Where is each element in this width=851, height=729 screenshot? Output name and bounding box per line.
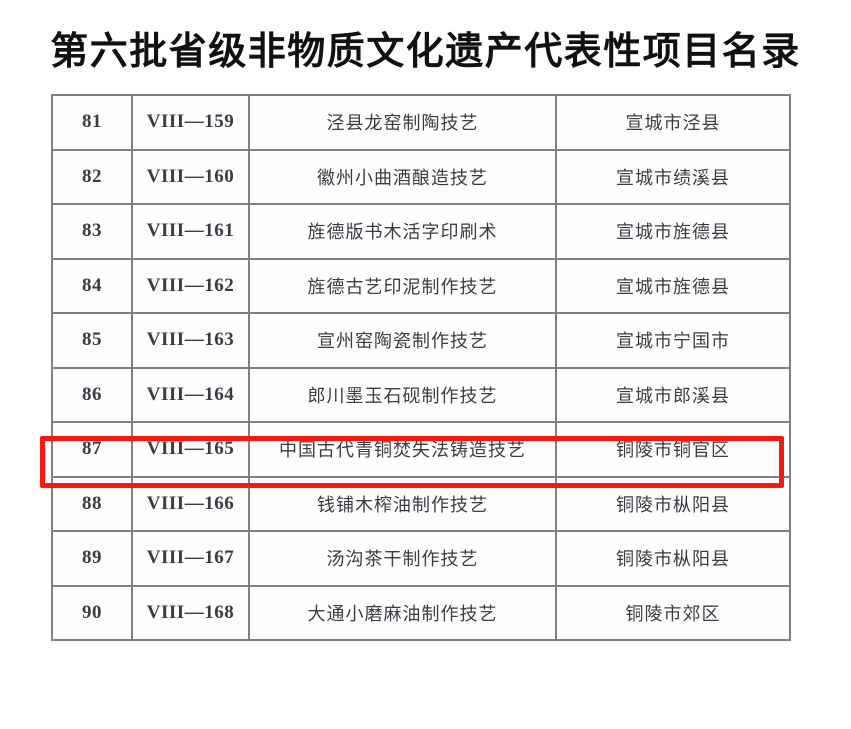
cell-index: 87 <box>51 421 133 478</box>
cell-code: VIII—168 <box>131 584 250 641</box>
heritage-listing-table: 81 VIII—159 泾县龙窑制陶技艺 宣城市泾县 82 VIII—160 徽州小曲酒酿造… <box>51 94 791 641</box>
cell-name: 钱铺木榨油制作技艺 <box>248 475 557 532</box>
cell-region: 宣城市绩溪县 <box>555 148 791 205</box>
cell-code: VIII—165 <box>131 421 250 478</box>
cell-region: 宣城市旌德县 <box>555 203 791 260</box>
cell-name: 汤沟茶干制作技艺 <box>248 530 557 587</box>
cell-name: 中国古代青铜焚失法铸造技艺 <box>248 421 557 478</box>
table-body: 81 VIII—159 泾县龙窑制陶技艺 宣城市泾县 82 VIII—160 徽州小曲酒酿造… <box>51 94 791 641</box>
cell-code: VIII—166 <box>131 475 250 532</box>
cell-index: 88 <box>51 475 133 532</box>
cell-index: 82 <box>51 148 133 205</box>
cell-name: 大通小磨麻油制作技艺 <box>248 584 557 641</box>
cell-code: VIII—164 <box>131 366 250 423</box>
cell-index: 86 <box>51 366 133 423</box>
cell-code: VIII—167 <box>131 530 250 587</box>
cell-index: 84 <box>51 257 133 314</box>
cell-name: 旌德古艺印泥制作技艺 <box>248 257 557 314</box>
table-row: 89 VIII—167 汤沟茶干制作技艺 铜陵市枞阳县 <box>51 530 791 587</box>
table-row: 87 VIII—165 中国古代青铜焚失法铸造技艺 铜陵市铜官区 <box>51 421 791 478</box>
listing-table-container: 81 VIII—159 泾县龙窑制陶技艺 宣城市泾县 82 VIII—160 徽州小曲酒酿造… <box>51 94 791 641</box>
cell-code: VIII—161 <box>131 203 250 260</box>
cell-name: 旌德版书木活字印刷术 <box>248 203 557 260</box>
table-row: 88 VIII—166 钱铺木榨油制作技艺 铜陵市枞阳县 <box>51 475 791 532</box>
cell-name: 徽州小曲酒酿造技艺 <box>248 148 557 205</box>
cell-index: 85 <box>51 312 133 369</box>
cell-code: VIII—163 <box>131 312 250 369</box>
table-row: 86 VIII—164 郎川墨玉石砚制作技艺 宣城市郎溪县 <box>51 366 791 423</box>
cell-region: 宣城市泾县 <box>555 94 791 151</box>
page-title: 第六批省级非物质文化遗产代表性项目名录 <box>50 31 801 73</box>
cell-region: 宣城市郎溪县 <box>555 366 791 423</box>
cell-index: 89 <box>51 530 133 587</box>
cell-code: VIII—162 <box>131 257 250 314</box>
cell-region: 铜陵市郊区 <box>555 584 791 641</box>
cell-name: 宣州窑陶瓷制作技艺 <box>248 312 557 369</box>
cell-code: VIII—159 <box>131 94 250 151</box>
cell-name: 郎川墨玉石砚制作技艺 <box>248 366 557 423</box>
cell-region: 宣城市旌德县 <box>555 257 791 314</box>
cell-region: 宣城市宁国市 <box>555 312 791 369</box>
cell-index: 81 <box>51 94 133 151</box>
cell-index: 90 <box>51 584 133 641</box>
table-row: 90 VIII—168 大通小磨麻油制作技艺 铜陵市郊区 <box>51 584 791 641</box>
cell-name: 泾县龙窑制陶技艺 <box>248 94 557 151</box>
cell-region: 铜陵市枞阳县 <box>555 530 791 587</box>
table-row: 82 VIII—160 徽州小曲酒酿造技艺 宣城市绩溪县 <box>51 148 791 205</box>
table-row: 84 VIII—162 旌德古艺印泥制作技艺 宣城市旌德县 <box>51 257 791 314</box>
table-row: 85 VIII—163 宣州窑陶瓷制作技艺 宣城市宁国市 <box>51 312 791 369</box>
table-row: 83 VIII—161 旌德版书木活字印刷术 宣城市旌德县 <box>51 203 791 260</box>
cell-code: VIII—160 <box>131 148 250 205</box>
cell-index: 83 <box>51 203 133 260</box>
table-row: 81 VIII—159 泾县龙窑制陶技艺 宣城市泾县 <box>51 94 791 151</box>
cell-region: 铜陵市枞阳县 <box>555 475 791 532</box>
cell-region: 铜陵市铜官区 <box>555 421 791 478</box>
